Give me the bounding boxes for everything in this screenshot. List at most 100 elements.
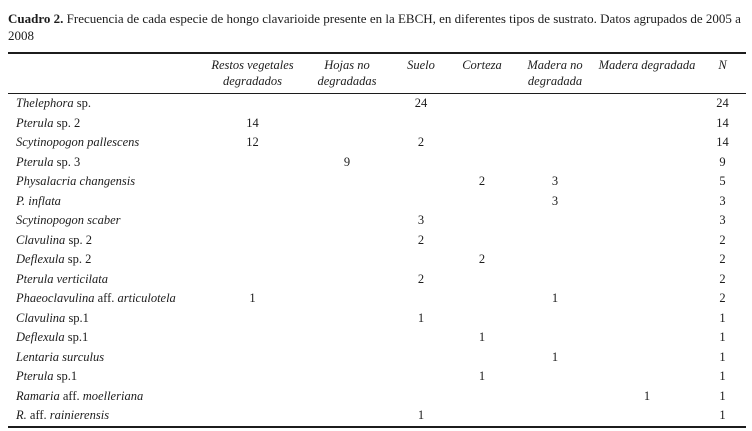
table-header: Restos vegetales degradados Hojas no degr… [8, 53, 746, 94]
column-header: N [699, 53, 746, 94]
species-name-italic-segment: Pterula [16, 115, 54, 130]
table-row: Clavulina sp.1 1 1 [8, 309, 746, 329]
frequency-cell [301, 328, 393, 348]
frequency-cell [301, 348, 393, 368]
species-name-cell: Ramaria aff. moelleriana [8, 387, 204, 407]
frequency-cell [449, 153, 515, 173]
frequency-cell [204, 250, 301, 270]
frequency-cell: 2 [719, 271, 726, 286]
table-row: Lentaria surculus 1 1 [8, 348, 746, 368]
frequency-cell: 2 [719, 291, 726, 305]
frequency-cell [204, 172, 301, 192]
frequency-cell [449, 211, 515, 231]
species-name-italic-segment: moelleriana [82, 388, 144, 403]
frequency-cell: 2 [478, 252, 486, 266]
table-row: Thelephora sp. 24 24 [8, 94, 746, 114]
frequency-cell [393, 153, 449, 173]
frequency-cell [449, 406, 515, 427]
species-name-cell: Scytinopogon scaber [8, 211, 204, 231]
frequency-cell [515, 153, 595, 173]
frequency-cell [595, 211, 699, 231]
frequency-cell [449, 387, 515, 407]
frequency-cell [204, 153, 301, 173]
frequency-cell [204, 211, 301, 231]
frequency-cell [204, 406, 301, 427]
frequency-cell: 5 [719, 174, 726, 188]
frequency-cell [449, 348, 515, 368]
frequency-cell [449, 133, 515, 153]
column-header: Restos vegetales degradados [204, 53, 301, 94]
column-header: Corteza [449, 53, 515, 94]
frequency-cell [393, 328, 449, 348]
frequency-cell [204, 348, 301, 368]
species-name-italic-segment: Scytinopogon pallescens [16, 135, 140, 149]
species-name-italic-segment: Physalacria changensis [16, 174, 136, 188]
species-name-plain-segment: sp. 3 [53, 154, 81, 169]
frequency-cell [204, 192, 301, 212]
table-row: Pterula sp.1 1 1 [8, 367, 746, 387]
species-name-cell: Clavulina sp.1 [8, 309, 204, 329]
frequency-cell: 1 [551, 349, 559, 364]
frequency-cell [204, 231, 301, 251]
frequency-cell [515, 94, 595, 114]
table-row: R. aff. rainierensis 1 1 [8, 406, 746, 427]
frequency-cell [515, 211, 595, 231]
frequency-cell [393, 367, 449, 387]
frequency-cell [393, 250, 449, 270]
frequency-cell: 1 [719, 388, 726, 403]
frequency-cell [393, 387, 449, 407]
frequency-cell: 14 [246, 115, 259, 130]
species-name-plain-segment: aff. [59, 388, 83, 403]
species-name-plain-segment: sp. 2 [64, 252, 92, 266]
frequency-cell [595, 270, 699, 290]
frequency-cell [449, 270, 515, 290]
frequency-cell [595, 289, 699, 309]
frequency-cell: 3 [551, 174, 559, 188]
species-name-plain-segment: sp. [73, 96, 92, 110]
species-name-cell: Pterula verticilata [8, 270, 204, 290]
species-name-cell: Pterula sp. 3 [8, 153, 204, 173]
frequency-cell [204, 270, 301, 290]
table-body: Thelephora sp. 24 24 Pterula sp. 2 14 14 Scyti… [8, 94, 746, 427]
frequency-cell [515, 250, 595, 270]
frequency-cell: 1 [417, 310, 425, 325]
frequency-cell: 1 [643, 388, 651, 403]
species-name-italic-segment: Phaeoclavulina [16, 291, 95, 305]
species-name-plain-segment: aff. [26, 408, 50, 422]
frequency-cell: 2 [417, 232, 425, 247]
table-row: Clavulina sp. 2 2 2 [8, 231, 746, 251]
frequency-cell: 1 [719, 310, 726, 325]
table-caption-text: Frecuencia de cada especie de hongo clav… [8, 11, 741, 43]
frequency-cell [595, 250, 699, 270]
species-name-italic-segment: Lentaria surculus [16, 349, 105, 364]
frequency-cell [393, 172, 449, 192]
species-name-cell: Scytinopogon pallescens [8, 133, 204, 153]
species-name-italic-segment: Clavulina [16, 232, 66, 247]
table-caption: Cuadro 2. Frecuencia de cada especie de … [8, 10, 744, 44]
column-header: Madera no degradada [515, 53, 595, 94]
frequency-cell [301, 250, 393, 270]
species-name-italic-segment: Deflexula [16, 252, 65, 266]
frequency-cell [393, 192, 449, 212]
table-row: Scytinopogon scaber 3 3 [8, 211, 746, 231]
frequency-cell [595, 153, 699, 173]
frequency-cell [515, 328, 595, 348]
frequency-cell: 24 [414, 96, 428, 110]
frequency-cell: 9 [719, 154, 726, 169]
frequency-cell [595, 367, 699, 387]
table-row: Scytinopogon pallescens 12 2 14 [8, 133, 746, 153]
species-name-italic-segment: Deflexula [16, 330, 65, 344]
species-name-cell: R. aff. rainierensis [8, 406, 204, 427]
frequency-cell: 14 [716, 115, 729, 130]
frequency-cell [393, 348, 449, 368]
species-name-plain-segment: sp.1 [65, 310, 89, 325]
column-header: Suelo [393, 53, 449, 94]
frequency-cell: 1 [719, 349, 726, 364]
species-name-cell: P. inflata [8, 192, 204, 212]
frequency-cell: 12 [246, 135, 259, 149]
frequency-cell [301, 211, 393, 231]
table-row: Pterula sp. 2 14 14 [8, 114, 746, 134]
frequency-cell [393, 114, 449, 134]
species-name-italic-segment: Thelephora [16, 96, 74, 110]
